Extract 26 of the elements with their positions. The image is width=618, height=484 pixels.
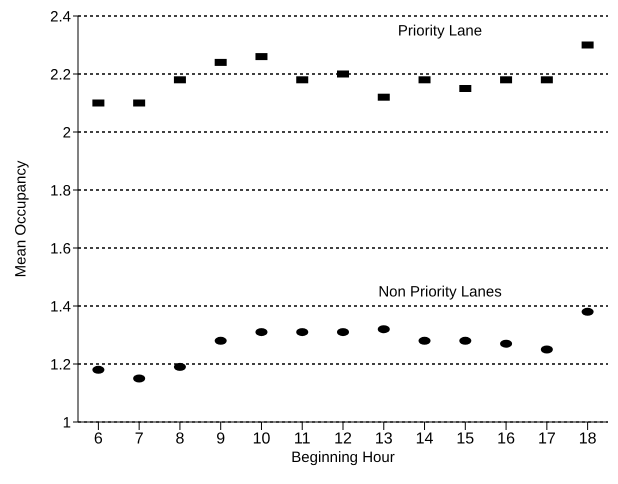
x-tick-label: 9 bbox=[216, 430, 226, 448]
x-tick-label: 13 bbox=[374, 430, 393, 448]
point bbox=[337, 328, 349, 336]
y-tick-label: 1.8 bbox=[50, 182, 71, 200]
x-tick-label: 8 bbox=[175, 430, 184, 448]
x-tick-label: 10 bbox=[252, 430, 270, 448]
y-tick-label: 1.6 bbox=[50, 240, 71, 258]
text: Priority Lane bbox=[398, 22, 482, 40]
y-tick-label: 2.2 bbox=[50, 66, 71, 84]
x-tick-label: 18 bbox=[578, 430, 597, 448]
y-axis-title: Mean Occupancy bbox=[12, 160, 30, 278]
x-tick-label: 7 bbox=[134, 430, 144, 448]
y-tick-label: 2 bbox=[62, 124, 71, 142]
x-tick-label: 16 bbox=[497, 430, 516, 448]
x-tick-label: 12 bbox=[334, 430, 352, 448]
y-tick-label: 1 bbox=[62, 414, 71, 432]
x-tick-label: 17 bbox=[538, 430, 556, 448]
y-tick-label: 1.2 bbox=[50, 356, 71, 374]
x-tick-label: 6 bbox=[94, 430, 103, 448]
y-tick-label: 1.4 bbox=[50, 298, 71, 316]
y-tick-label: 2.4 bbox=[50, 8, 71, 26]
series-label: Non Priority Lanes bbox=[378, 283, 502, 300]
x-axis-title: Beginning Hour bbox=[291, 449, 395, 466]
x-tick-label: 11 bbox=[294, 430, 311, 448]
x-tick-label: 14 bbox=[416, 430, 434, 448]
x-tick-label: 15 bbox=[456, 430, 474, 448]
